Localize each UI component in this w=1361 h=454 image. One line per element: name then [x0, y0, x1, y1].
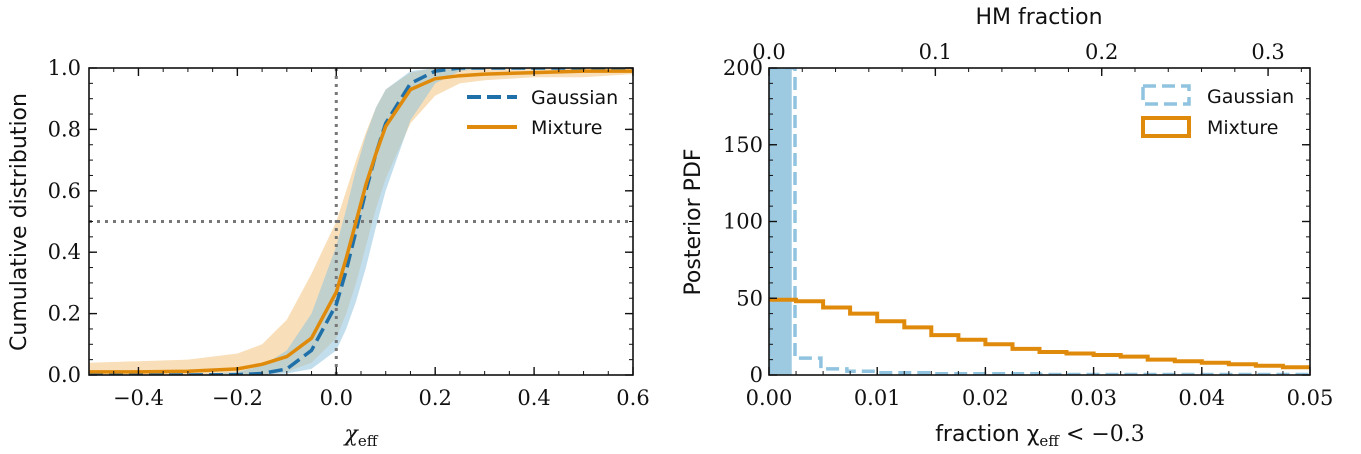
top-x-tick-label: 0.1 [919, 40, 952, 64]
line-mixture [89, 69, 633, 374]
histogram-plot-frame [768, 67, 1311, 376]
y-tick-label: 0.8 [48, 117, 81, 141]
legend-swatch-mixture [1141, 116, 1191, 138]
x-tick-label: 0.6 [616, 386, 649, 410]
x-tick-label: 0.0 [320, 386, 353, 410]
cdf-legend: Gaussian Mixture [467, 87, 618, 139]
cdf-ticks: −0.4 −0.2 0.0 0.2 0.4 0.6 0.0 0.2 0.4 0.6 0.8 1.0 [48, 56, 650, 410]
y-tick-label: 0 [750, 363, 763, 387]
x-tick-label: 0.02 [962, 386, 1009, 410]
histogram-x-axis-subscript: eff [1039, 432, 1060, 450]
histogram-top-axis-label: HM fraction [975, 5, 1102, 30]
histogram-x-axis-tail: < −0.3 [1059, 422, 1145, 447]
legend-label-gaussian: Gaussian [531, 87, 618, 109]
x-tick-label: 0.05 [1287, 386, 1334, 410]
x-tick-label: 0.04 [1178, 386, 1225, 410]
x-tick-label: 0.03 [1070, 386, 1117, 410]
histogram-legend: Gaussian Mixture [1141, 84, 1294, 139]
top-x-tick-label: 0.0 [752, 40, 785, 64]
y-tick-label: 0.0 [48, 363, 81, 387]
legend-label-mixture: Mixture [531, 117, 603, 139]
cdf-x-axis-symbol: χ [343, 422, 360, 447]
step-mixture [769, 297, 1310, 370]
cdf-lines [89, 68, 633, 375]
x-tick-label: 0.4 [517, 386, 550, 410]
y-tick-label: 200 [723, 56, 763, 80]
legend-label-gaussian: Gaussian [1207, 86, 1294, 108]
x-tick-label: 0.2 [418, 386, 451, 410]
histogram-chart: 0.00 0.01 0.02 0.03 0.04 0.05 0.0 0.1 0.2 0.3 0 50 1… [681, 5, 1333, 450]
y-tick-label: 0.4 [48, 240, 81, 264]
step-gaussian [769, 68, 1310, 375]
y-tick-label: 50 [736, 286, 763, 310]
x-tick-label: −0.4 [113, 386, 164, 410]
y-tick-label: 0.2 [48, 302, 81, 326]
cdf-y-axis-label: Cumulative distribution [7, 93, 32, 351]
y-tick-label: 0.6 [48, 179, 81, 203]
y-tick-label: 150 [723, 133, 763, 157]
cdf-x-axis-label: χeff [343, 422, 379, 450]
legend-swatch-gaussian [1141, 84, 1191, 106]
histogram-bars [769, 68, 1310, 375]
legend-label-mixture: Mixture [1207, 117, 1279, 139]
top-x-tick-label: 0.2 [1085, 40, 1118, 64]
cdf-plot-frame [88, 67, 634, 376]
histogram-x-axis-prefix: fraction χ [935, 422, 1040, 447]
x-tick-label: 0.00 [746, 386, 793, 410]
top-x-tick-label: 0.3 [1251, 40, 1284, 64]
histogram-y-axis-label: Posterior PDF [681, 148, 706, 295]
x-tick-label: 0.01 [854, 386, 901, 410]
y-tick-label: 1.0 [48, 56, 81, 80]
y-tick-label: 100 [723, 210, 763, 234]
x-tick-label: −0.2 [212, 386, 263, 410]
cdf-x-axis-subscript: eff [358, 432, 379, 450]
cdf-chart: −0.4 −0.2 0.0 0.2 0.4 0.6 0.0 0.2 0.4 0.6 0.8 1.0 C… [7, 56, 650, 450]
histogram-x-axis-label: fraction χeff < −0.3 [935, 422, 1145, 450]
